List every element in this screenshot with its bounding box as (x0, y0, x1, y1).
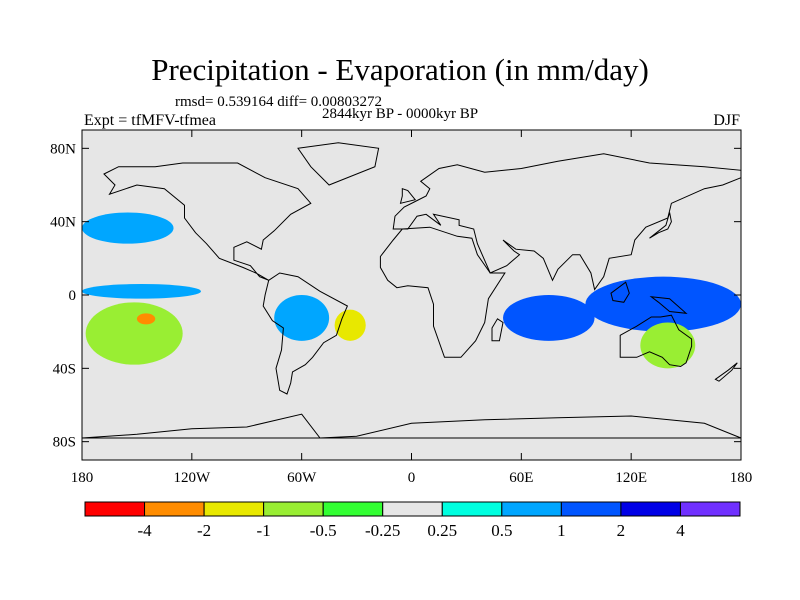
colorbar-swatch (679, 501, 741, 517)
colorbar-swatch (263, 501, 324, 517)
lon-tick-label: 120W (173, 470, 211, 486)
colorbar-label: 2 (617, 521, 626, 540)
anomaly-south-pacific-core (136, 313, 156, 325)
colorbar-label: -0.25 (365, 521, 400, 540)
coastline-japan (649, 212, 672, 239)
colorbar-label: 0.5 (491, 521, 512, 540)
colorbar-swatch (501, 501, 562, 517)
colorbar-label: -2 (197, 521, 211, 540)
figure-title: Precipitation - Evaporation (in mm/day) (151, 52, 649, 87)
experiment-label: Expt = tfMFV-tfmea (84, 112, 216, 129)
coastline-outlines (81, 142, 742, 439)
coastline-antarctica (81, 413, 742, 439)
lon-tick-label: 120E (615, 470, 647, 486)
colorbar-label: 0.25 (427, 521, 457, 540)
lat-tick-label: 80N (50, 141, 76, 157)
lat-tick-label: 80S (53, 435, 76, 451)
anomaly-north-pacific-band (82, 212, 174, 244)
lon-tick-label: 0 (408, 470, 416, 486)
colorbar-swatch (620, 501, 681, 517)
anomaly-fields (82, 212, 742, 369)
coastline-australia (619, 314, 693, 368)
coastline-greenland (297, 142, 380, 186)
coastline-madagascar (491, 318, 504, 342)
colorbar-swatch (382, 501, 443, 517)
lat-tick-label: 0 (69, 288, 77, 304)
anomaly-south-pacific-dry (85, 302, 183, 365)
coastline-africa (379, 226, 506, 358)
colorbar-swatch (203, 501, 265, 517)
colorbar-label: -1 (257, 521, 271, 540)
coastline-eurasia (392, 153, 742, 291)
lat-tick-label: 40N (50, 215, 76, 231)
lon-tick-label: 60W (287, 470, 317, 486)
coastline-borneo (610, 281, 630, 303)
colorbar-label: -4 (137, 521, 152, 540)
colorbar-label: 4 (676, 521, 685, 540)
colorbar-swatch (84, 501, 146, 517)
coastline-south-america (262, 272, 349, 395)
coastline-uk (399, 188, 417, 204)
lon-tick-label: 60E (509, 470, 533, 486)
coastline-north-america (103, 162, 312, 281)
colorbar-label: 1 (557, 521, 566, 540)
colorbar-label: -0.5 (310, 521, 337, 540)
colorbar-swatch (560, 501, 622, 517)
season-label: DJF (713, 112, 740, 129)
coastline-new-guinea (649, 296, 688, 314)
anomaly-tropical-pacific-band-neg (82, 284, 201, 299)
anomaly-indian-ocean-wet (503, 295, 595, 341)
anomaly-australia-dry (640, 322, 696, 369)
colorbar: -4 -2 -1 -0.5 -0.25 0.25 0.5 1 2 4 (84, 501, 741, 540)
anomaly-amazon-wet (274, 295, 330, 341)
lon-tick-label: 180 (71, 470, 94, 486)
period-text: 2844kyr BP - 0000kyr BP (322, 106, 479, 122)
colorbar-swatch (441, 501, 503, 517)
lat-tick-label: 40S (53, 361, 76, 377)
coastline-new-zealand (714, 362, 738, 382)
lon-tick-label: 180 (730, 470, 753, 486)
colorbar-swatch (144, 501, 205, 517)
anomaly-maritime-continent-wet (585, 276, 742, 332)
axis-ticks: 80N 40N 0 40S 80S 180 120W 60W 0 60E 120E 180 (50, 130, 752, 486)
stats-text: rmsd= 0.539164 diff= 0.00803272 (175, 94, 383, 110)
colorbar-swatch (322, 501, 384, 517)
